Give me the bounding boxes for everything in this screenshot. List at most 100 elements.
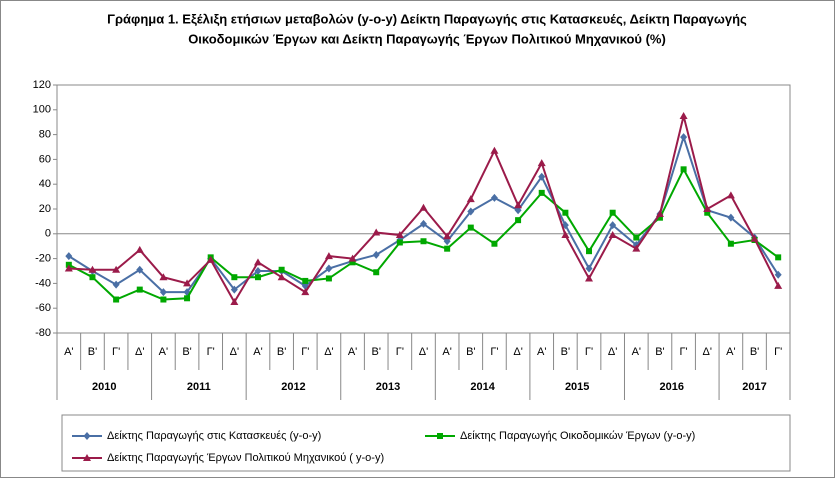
marker — [136, 286, 143, 293]
marker — [278, 266, 285, 273]
marker — [515, 217, 522, 224]
marker — [443, 232, 452, 240]
x-tick-label: Α' — [348, 346, 357, 358]
x-tick-label: Γ' — [112, 346, 120, 358]
marker — [395, 231, 404, 239]
marker — [419, 203, 428, 211]
y-tick-label: 60 — [39, 153, 51, 165]
x-tick-label: Α' — [64, 346, 73, 358]
x-tick-label: Β' — [277, 346, 286, 358]
x-tick-label: Α' — [442, 346, 451, 358]
marker — [633, 234, 640, 241]
marker — [420, 238, 427, 245]
plot-frame — [56, 84, 791, 334]
marker — [160, 296, 167, 303]
marker — [325, 264, 333, 273]
chart-title: Οικοδομικών Έργων και Δείκτη Παραγωγής Έ… — [188, 31, 666, 46]
year-label: 2013 — [376, 381, 400, 393]
marker — [727, 213, 735, 222]
marker — [538, 172, 546, 181]
marker — [467, 207, 475, 216]
marker — [586, 248, 593, 255]
marker — [373, 269, 380, 276]
year-label: 2011 — [187, 381, 211, 393]
x-tick-label: Β' — [655, 346, 664, 358]
marker — [302, 277, 309, 284]
marker — [183, 279, 192, 287]
legend-box — [61, 414, 791, 472]
x-tick-label: Α' — [159, 346, 168, 358]
marker — [396, 239, 403, 246]
marker — [301, 288, 310, 296]
x-tick-label: Α' — [253, 346, 262, 358]
marker — [324, 252, 333, 260]
y-tick-label: 40 — [39, 178, 51, 190]
marker — [89, 274, 96, 281]
marker — [585, 274, 594, 282]
y-tick-label: 120 — [33, 79, 51, 91]
x-tick-label: Δ' — [703, 346, 712, 358]
marker — [466, 195, 475, 203]
marker — [184, 295, 191, 302]
x-tick-label: Δ' — [419, 346, 428, 358]
marker — [230, 285, 238, 294]
marker — [420, 219, 427, 228]
x-tick-label: Γ' — [207, 346, 215, 358]
marker — [277, 273, 286, 281]
marker — [608, 231, 617, 239]
marker — [679, 112, 688, 119]
x-tick-label: Γ' — [490, 346, 498, 358]
x-tick-label: Δ' — [513, 346, 522, 358]
marker — [372, 228, 381, 236]
year-label: 2010 — [92, 381, 116, 393]
marker — [112, 265, 121, 273]
y-tick-label: -60 — [35, 302, 51, 314]
marker — [444, 245, 451, 252]
year-label: 2017 — [742, 381, 766, 393]
marker — [135, 245, 144, 253]
x-tick-label: Β' — [88, 346, 97, 358]
marker — [632, 244, 641, 252]
x-tick-label: Δ' — [135, 346, 144, 358]
chart-title: Γράφημα 1. Εξέλιξη ετήσιων μεταβολών (y-… — [107, 11, 747, 26]
marker — [349, 259, 356, 266]
marker — [230, 298, 239, 305]
marker — [775, 254, 782, 261]
marker — [88, 265, 97, 273]
legend-label: Δείκτης Παραγωγής στις Κατασκευές (y-o-y… — [107, 430, 321, 442]
marker — [562, 209, 569, 216]
year-label: 2015 — [565, 381, 589, 393]
marker — [538, 189, 545, 196]
marker — [437, 433, 443, 439]
marker — [372, 250, 380, 259]
marker — [467, 224, 474, 231]
y-tick-label: -20 — [35, 253, 51, 265]
marker — [704, 209, 711, 216]
marker — [348, 254, 357, 262]
marker — [83, 432, 91, 440]
marker — [254, 274, 261, 281]
x-tick-label: Β' — [750, 346, 759, 358]
x-tick-label: Γ' — [396, 346, 404, 358]
x-tick-label: Β' — [182, 346, 191, 358]
marker — [609, 209, 616, 216]
marker — [113, 296, 120, 303]
marker — [490, 193, 498, 202]
marker — [680, 166, 687, 173]
marker — [136, 265, 144, 274]
legend-label: Δείκτης Παραγωγής Έργων Πολιτικού Μηχανι… — [107, 452, 384, 464]
y-tick-label: -80 — [35, 327, 51, 339]
y-tick-label: 20 — [39, 203, 51, 215]
year-label: 2014 — [470, 381, 495, 393]
marker — [585, 264, 593, 273]
marker — [774, 270, 782, 279]
x-tick-label: Δ' — [230, 346, 239, 358]
marker — [774, 281, 783, 289]
marker — [231, 274, 238, 281]
marker — [537, 159, 546, 167]
y-tick-label: 80 — [39, 129, 51, 141]
y-tick-label: -40 — [35, 277, 51, 289]
marker — [561, 231, 570, 239]
marker — [206, 255, 215, 263]
